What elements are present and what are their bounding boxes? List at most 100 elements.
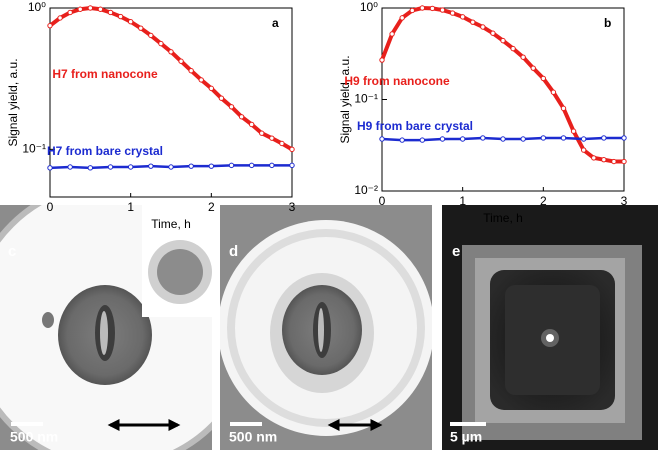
x-tick-label: 3 (621, 194, 628, 208)
x-axis-label: Time, h (483, 211, 523, 225)
data-point (269, 135, 275, 141)
data-point (419, 137, 426, 143)
data-point (47, 22, 53, 29)
data-point (601, 156, 607, 163)
legend-label: H7 from nanocone (52, 67, 158, 81)
data-point (107, 9, 114, 16)
data-point (148, 32, 154, 39)
x-tick-label: 1 (127, 200, 134, 214)
data-point (580, 136, 587, 142)
legend-label: H9 from bare crystal (357, 119, 473, 133)
x-tick-label: 0 (47, 200, 54, 214)
x-tick-label: 0 (379, 194, 386, 208)
data-point (188, 68, 194, 74)
x-tick-label: 1 (459, 194, 466, 208)
panel-label: b (604, 16, 611, 30)
plot-frame (381, 7, 625, 192)
data-point (97, 6, 104, 12)
data-point (510, 45, 516, 52)
data-point (500, 37, 506, 44)
data-point (459, 14, 466, 20)
scale-label: 500 nm (229, 429, 277, 445)
panel-label: d (229, 243, 238, 260)
data-point (67, 164, 73, 170)
data-point (228, 162, 235, 169)
data-point (379, 136, 385, 142)
panel-label: e (452, 243, 460, 260)
x-tick-label: 3 (289, 200, 296, 214)
data-point (228, 104, 235, 110)
data-point (409, 7, 415, 14)
x-tick-label: 2 (540, 194, 547, 208)
y-tick-label: 10⁻¹ (354, 92, 378, 106)
y-axis-label: Signal yield, a.u. (338, 55, 352, 143)
data-point (289, 146, 295, 153)
data-point (127, 18, 134, 25)
data-point (198, 77, 204, 83)
x-axis-label: Time, h (151, 217, 191, 231)
data-point (178, 58, 184, 64)
data-point (621, 135, 627, 141)
data-point (67, 9, 73, 16)
data-point (107, 164, 114, 170)
data-point (289, 162, 295, 169)
data-point (580, 147, 587, 153)
data-point (77, 6, 83, 12)
data-point (480, 135, 486, 141)
data-point (269, 162, 275, 169)
data-point (439, 136, 446, 142)
data-point (560, 135, 567, 141)
data-point (279, 140, 285, 147)
data-point (238, 114, 245, 120)
data-point (248, 162, 255, 169)
data-point (248, 121, 255, 128)
data-point (429, 5, 436, 12)
x-tick-label: 2 (208, 200, 215, 214)
data-point (470, 19, 476, 25)
data-point (208, 163, 215, 169)
data-point (540, 135, 547, 141)
data-point (379, 57, 385, 63)
y-axis-label: Signal yield, a.u. (6, 58, 20, 146)
scale-label: 500 nm (10, 429, 58, 445)
data-point (47, 165, 53, 171)
y-tick-label: 10⁻¹ (22, 142, 46, 156)
data-point (550, 89, 557, 95)
image-e (442, 205, 658, 450)
data-point (168, 49, 174, 55)
data-point (148, 163, 154, 169)
data-point (601, 135, 607, 141)
data-point (520, 54, 526, 60)
y-tick-label: 10⁰ (360, 0, 378, 14)
data-point (449, 10, 456, 16)
legend-label: H9 from nanocone (344, 74, 450, 88)
data-point (87, 5, 94, 11)
data-point (158, 40, 164, 47)
scale-label: 5 µm (450, 429, 482, 445)
panel-label: a (272, 16, 279, 30)
data-point (490, 30, 496, 36)
data-point (57, 15, 63, 21)
data-point (117, 13, 124, 20)
data-point (480, 24, 486, 30)
data-point (127, 164, 134, 170)
data-point (399, 15, 405, 21)
data-point (570, 128, 577, 134)
data-point (188, 163, 194, 169)
data-point (459, 136, 466, 142)
data-point (138, 25, 144, 31)
data-point (259, 130, 265, 136)
panel-label: c (8, 243, 16, 260)
data-point (419, 5, 426, 11)
data-point (540, 75, 547, 82)
data-point (439, 7, 446, 13)
data-point (168, 164, 174, 170)
plot-frame (49, 7, 293, 198)
data-point (218, 95, 225, 101)
data-point (208, 85, 215, 92)
image-c (0, 205, 212, 450)
data-point (621, 158, 627, 165)
y-tick-label: 10⁰ (28, 0, 46, 14)
data-point (500, 136, 506, 142)
